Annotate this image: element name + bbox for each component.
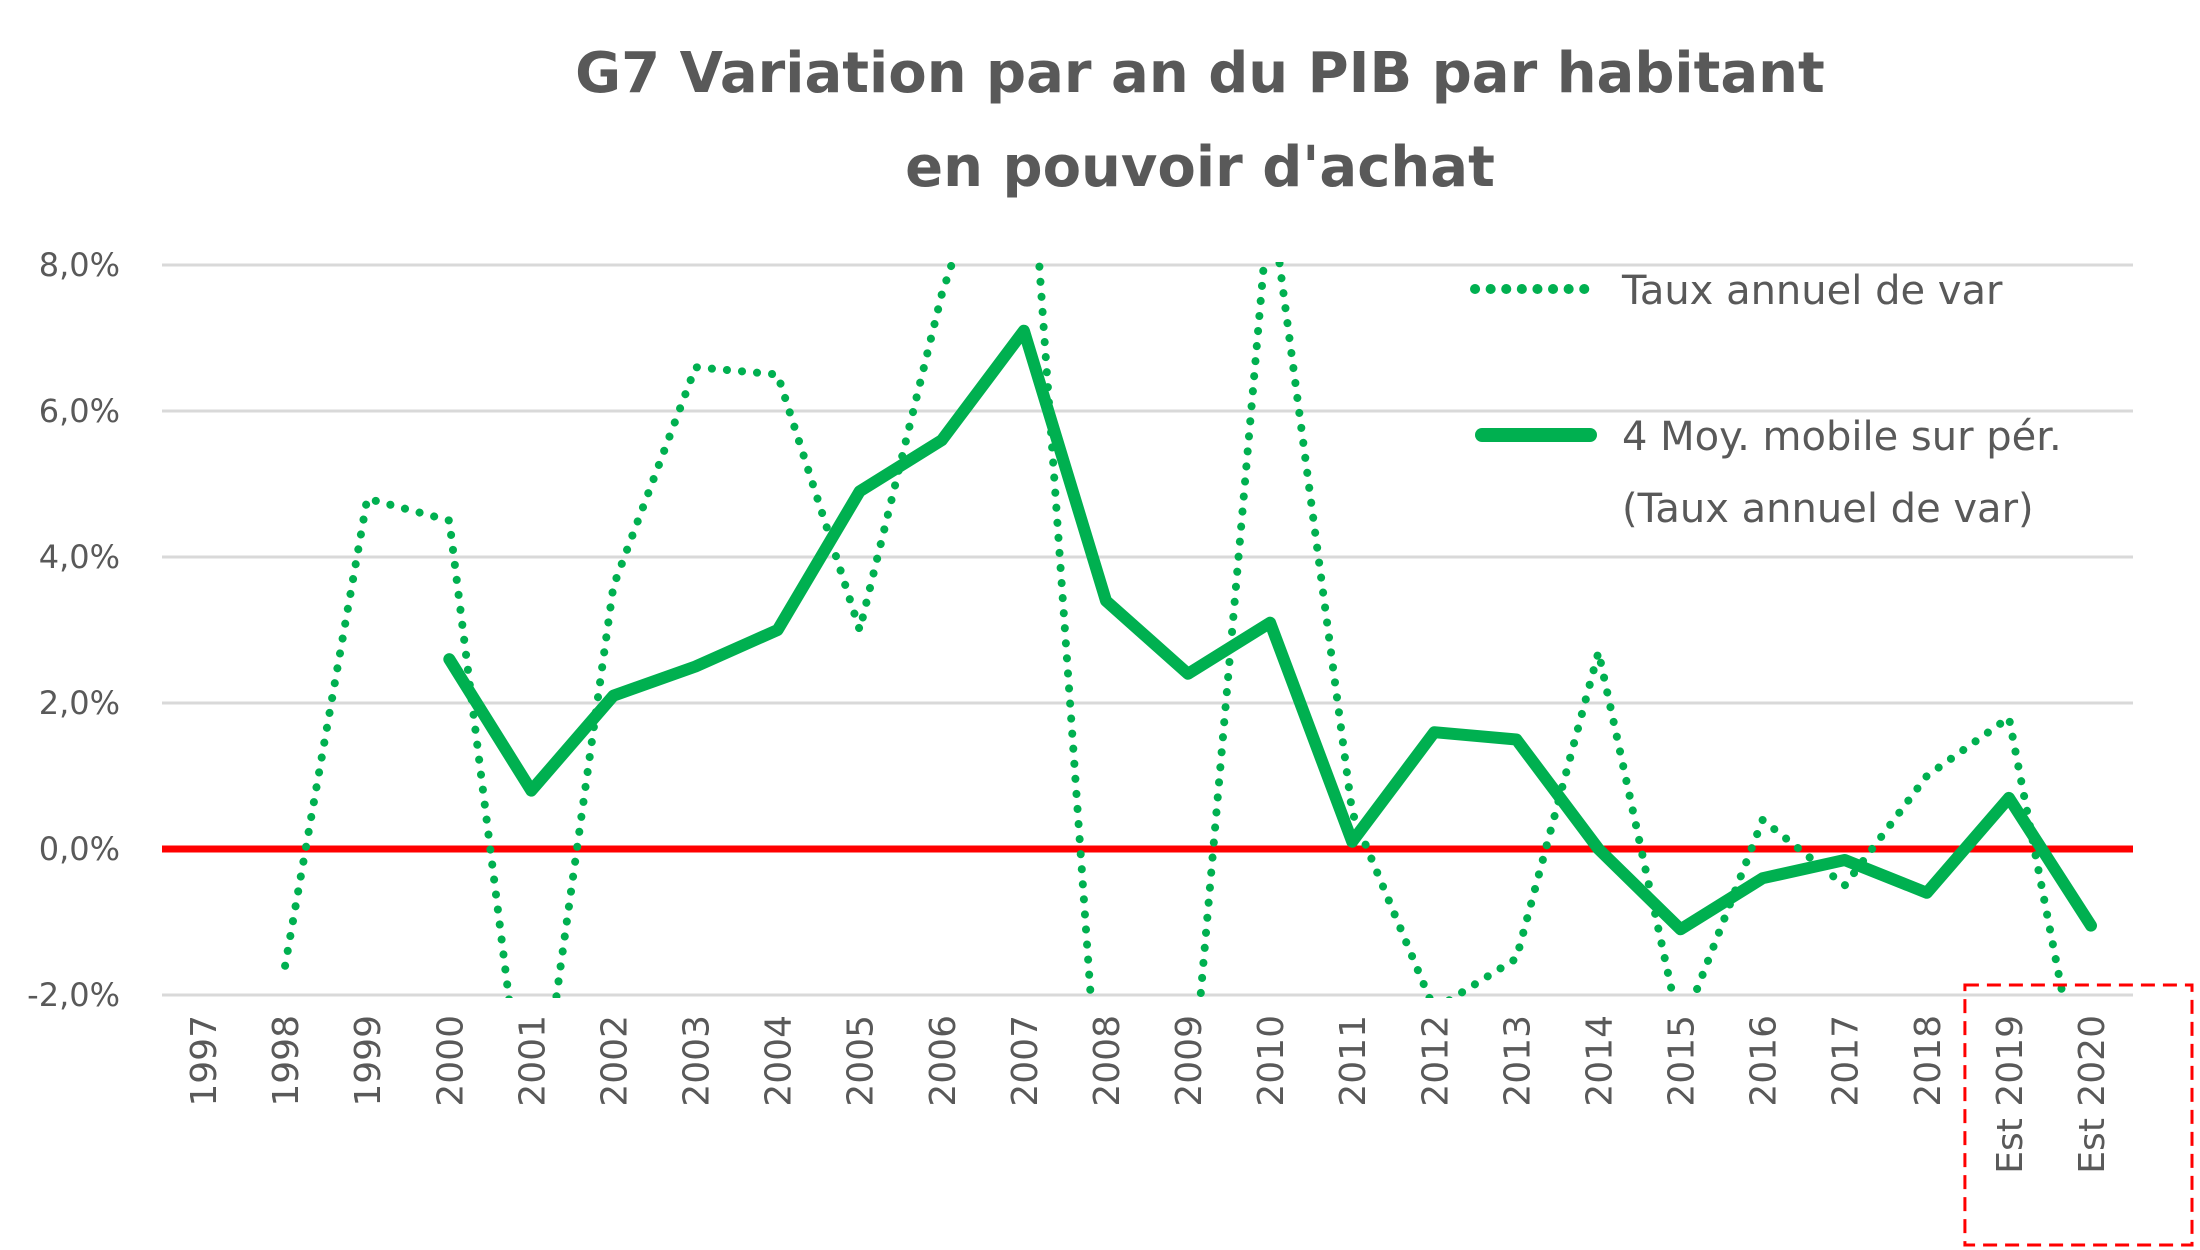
- data-point: [613, 586, 614, 587]
- x-tick-label: 2018: [1908, 1015, 1949, 1107]
- x-tick-label: 2003: [677, 1015, 718, 1107]
- data-point: [367, 498, 368, 499]
- x-tick-label: 2012: [1415, 1015, 1456, 1107]
- x-tick-label: 2016: [1744, 1015, 1785, 1107]
- chart-title-line2: en pouvoir d'achat: [905, 135, 1495, 200]
- x-tick-label: 2006: [923, 1015, 964, 1107]
- x-tick-label: 2015: [1662, 1015, 1703, 1107]
- y-tick-label: 2,0%: [39, 684, 120, 722]
- legend-label-moving-avg-line1: 4 Moy. mobile sur pér.: [1622, 414, 2062, 460]
- x-tick-label: 2007: [1005, 1015, 1046, 1107]
- chart-title-line1: G7 Variation par an du PIB par habitant: [575, 41, 1825, 106]
- data-point: [531, 1177, 532, 1178]
- data-point: [1352, 812, 1353, 813]
- y-tick-label: 0,0%: [39, 830, 120, 868]
- x-tick-label: 2002: [594, 1015, 635, 1107]
- data-point: [777, 374, 778, 375]
- x-tick-label: 2000: [430, 1015, 471, 1107]
- x-tick-label: 2011: [1333, 1015, 1374, 1107]
- y-tick-label: 8,0%: [39, 246, 120, 284]
- x-tick-label: 2017: [1826, 1015, 1867, 1107]
- x-tick-label: 2008: [1087, 1015, 1128, 1107]
- x-tick-label: 2005: [841, 1015, 882, 1107]
- legend-label-moving-avg-line2: (Taux annuel de var): [1622, 486, 2034, 532]
- x-tick-label: 2013: [1497, 1015, 1538, 1107]
- x-tick-label: Est 2019: [1990, 1015, 2031, 1174]
- y-tick-label: 4,0%: [39, 538, 120, 576]
- y-tick-label: 6,0%: [39, 392, 120, 430]
- x-tick-label: 2014: [1579, 1015, 1620, 1107]
- series-line-moving-average: [443, 324, 2097, 936]
- data-point: [1188, 1141, 1189, 1142]
- x-tick-label: 2004: [759, 1015, 800, 1107]
- x-tick-label: 1998: [266, 1015, 307, 1107]
- x-tick-label: 2001: [512, 1015, 553, 1107]
- data-point: [1434, 1009, 1435, 1010]
- legend-label-annual: Taux annuel de var: [1621, 268, 2003, 314]
- series-line-annual-rate: [281, 262, 2068, 998]
- y-tick-label: -2,0%: [27, 976, 120, 1014]
- x-tick-label: 1997: [184, 1015, 225, 1107]
- x-tick-label: 2010: [1251, 1015, 1292, 1107]
- estimate-highlight-box: [1963, 983, 2194, 1247]
- legend: Taux annuel de var 4 Moy. mobile sur pér…: [1470, 268, 2062, 532]
- series-group: [281, 262, 2097, 1215]
- x-axis-ticks: 1997 1998 1999 2000 2001 2002 2003 2004 2005 2006…: [184, 1015, 2113, 1174]
- x-tick-label: 2009: [1169, 1015, 1210, 1107]
- x-tick-label: Est 2020: [2072, 1015, 2113, 1174]
- x-tick-label: 1999: [348, 1015, 389, 1107]
- data-point: [1105, 1214, 1106, 1215]
- y-axis-ticks: -2,0% 0,0% 2,0% 4,0% 6,0% 8,0%: [27, 246, 120, 1014]
